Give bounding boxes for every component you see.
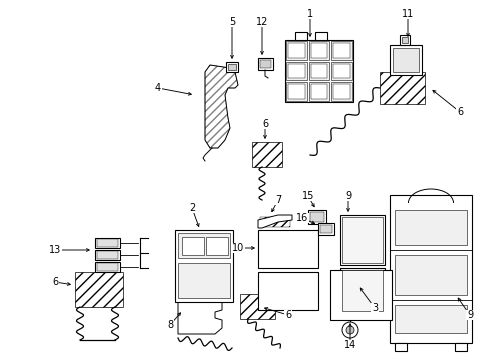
Bar (260, 232, 315, 266)
Text: 2: 2 (188, 203, 195, 213)
Bar (308, 41, 328, 60)
Text: 8: 8 (166, 320, 173, 330)
Bar (285, 82, 306, 101)
Text: 3: 3 (371, 303, 377, 313)
Bar (287, 43, 304, 58)
Bar (454, 343, 466, 351)
Bar (205, 237, 227, 255)
Bar (227, 64, 236, 70)
Bar (394, 305, 466, 333)
Text: 1: 1 (306, 9, 312, 19)
Text: 6: 6 (262, 119, 267, 129)
Text: 6: 6 (456, 107, 462, 117)
Bar (95, 262, 120, 272)
Bar (178, 233, 229, 258)
Circle shape (341, 322, 357, 338)
Bar (314, 32, 326, 40)
Text: 9: 9 (466, 310, 472, 320)
Polygon shape (258, 215, 291, 228)
Bar (309, 212, 324, 222)
Bar (389, 195, 471, 343)
Bar (401, 37, 407, 43)
Bar (287, 84, 304, 99)
Bar (97, 263, 118, 271)
Text: 16: 16 (295, 213, 307, 223)
Bar (339, 268, 384, 313)
Text: 5: 5 (228, 17, 235, 27)
Bar (251, 142, 282, 167)
Bar (331, 82, 351, 101)
Bar (178, 263, 229, 298)
Bar (308, 62, 328, 80)
Text: 15: 15 (301, 191, 314, 201)
Bar (392, 48, 418, 72)
Bar (258, 58, 272, 70)
Text: 9: 9 (344, 191, 350, 201)
Bar (285, 62, 306, 80)
Bar (310, 84, 326, 99)
Bar (285, 40, 352, 102)
Bar (294, 32, 306, 40)
Bar (310, 64, 326, 78)
Bar (258, 272, 317, 310)
Bar (95, 238, 120, 248)
Bar (339, 215, 384, 265)
Text: 6: 6 (52, 277, 58, 287)
Bar (341, 270, 382, 311)
Bar (285, 41, 306, 60)
Bar (345, 273, 379, 307)
Bar (75, 272, 123, 307)
Bar (332, 297, 388, 317)
Text: 6: 6 (285, 310, 290, 320)
Bar (182, 237, 203, 255)
Bar (389, 45, 421, 75)
Polygon shape (178, 296, 222, 334)
Bar (333, 43, 349, 58)
Text: 11: 11 (401, 9, 413, 19)
Bar (394, 210, 466, 245)
Bar (379, 72, 424, 104)
Bar (97, 251, 118, 259)
Bar (225, 62, 238, 72)
Bar (310, 43, 326, 58)
Bar (287, 64, 304, 78)
Bar (307, 210, 325, 224)
Bar (240, 294, 274, 319)
Bar (329, 270, 391, 320)
Bar (260, 274, 315, 308)
Text: 12: 12 (255, 17, 267, 27)
Bar (95, 250, 120, 260)
Bar (394, 255, 466, 295)
Bar (394, 343, 406, 351)
Circle shape (346, 326, 353, 334)
Bar (332, 273, 388, 293)
Bar (317, 223, 333, 235)
Bar (175, 230, 232, 302)
Bar (319, 225, 331, 233)
Bar (341, 217, 382, 263)
Text: 7: 7 (274, 195, 281, 205)
Bar (97, 239, 118, 247)
Text: 10: 10 (231, 243, 244, 253)
Bar (260, 60, 270, 68)
Polygon shape (204, 65, 238, 148)
Text: 4: 4 (155, 83, 161, 93)
Bar (331, 62, 351, 80)
Bar (258, 230, 317, 268)
Bar (333, 64, 349, 78)
Bar (260, 217, 289, 227)
Bar (308, 82, 328, 101)
Text: 13: 13 (49, 245, 61, 255)
Bar (345, 220, 379, 258)
Bar (399, 35, 409, 45)
Text: 14: 14 (343, 340, 355, 350)
Bar (331, 41, 351, 60)
Bar (333, 84, 349, 99)
